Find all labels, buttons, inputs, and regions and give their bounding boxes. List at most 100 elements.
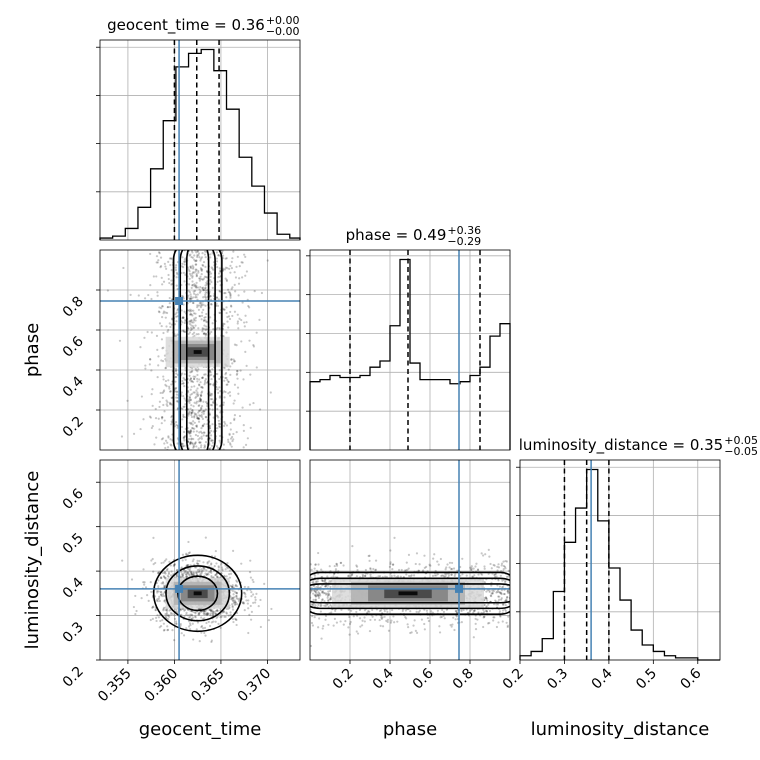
sample-point xyxy=(232,438,235,441)
x-tick-label: 0.355 xyxy=(95,666,135,706)
sample-point xyxy=(200,302,203,305)
sample-point xyxy=(199,409,202,412)
sample-point xyxy=(195,369,198,372)
sample-point xyxy=(209,609,213,612)
sample-point xyxy=(192,301,195,305)
sample-point xyxy=(191,622,194,625)
sample-point xyxy=(162,331,165,335)
sample-point xyxy=(149,581,152,584)
sample-point xyxy=(182,382,185,385)
sample-point xyxy=(507,575,510,578)
sample-point xyxy=(361,619,364,622)
sample-point xyxy=(494,599,497,602)
sample-point xyxy=(166,305,170,309)
sample-point xyxy=(165,311,169,315)
sample-point xyxy=(195,274,198,277)
sample-point xyxy=(199,446,203,449)
sample-point xyxy=(189,430,192,433)
sample-point xyxy=(190,437,193,440)
sample-point xyxy=(257,605,260,608)
sample-point xyxy=(229,613,232,616)
sample-point xyxy=(494,572,498,575)
sample-point xyxy=(456,569,459,572)
sample-point xyxy=(212,328,215,331)
sample-point xyxy=(188,270,191,273)
sample-point xyxy=(189,407,192,410)
sample-point xyxy=(202,410,206,413)
sample-point xyxy=(472,567,475,570)
sample-point xyxy=(191,560,194,563)
sample-point xyxy=(175,311,178,314)
sample-point xyxy=(199,398,203,401)
sample-point xyxy=(157,259,160,262)
sample-point xyxy=(195,628,198,631)
sample-point xyxy=(201,425,204,428)
sample-point xyxy=(212,401,215,405)
sample-point xyxy=(195,424,198,427)
sample-point xyxy=(204,293,207,296)
sample-point xyxy=(493,603,496,606)
sample-point xyxy=(500,589,503,592)
sample-point xyxy=(197,400,200,403)
sample-point xyxy=(215,302,218,305)
marginal-panel-geocent_time xyxy=(96,39,301,241)
sample-point xyxy=(310,590,313,593)
sample-point xyxy=(230,445,233,448)
sample-point xyxy=(225,279,228,283)
sample-point xyxy=(204,334,207,337)
sample-point xyxy=(201,311,204,314)
sample-point xyxy=(235,585,239,588)
sample-point xyxy=(175,396,178,399)
sample-point xyxy=(393,621,396,624)
sample-point xyxy=(170,279,173,282)
sample-point xyxy=(211,368,214,371)
sample-point xyxy=(319,586,322,589)
sample-point xyxy=(193,331,196,334)
sample-point xyxy=(452,567,456,570)
sample-point xyxy=(173,639,176,642)
sample-point xyxy=(455,611,458,614)
sample-point xyxy=(232,360,236,363)
sample-point xyxy=(158,311,161,314)
sample-point xyxy=(502,585,505,588)
sample-point xyxy=(198,384,201,387)
sample-point xyxy=(487,622,490,625)
sample-point xyxy=(200,624,204,628)
sample-point xyxy=(215,616,218,619)
sample-point xyxy=(384,575,387,578)
sample-point xyxy=(144,586,148,589)
sample-point xyxy=(249,373,252,376)
sample-point xyxy=(189,320,192,323)
sample-point xyxy=(208,383,212,386)
sample-point xyxy=(204,332,208,336)
sample-point xyxy=(324,614,328,618)
sample-point xyxy=(181,418,184,421)
sample-point xyxy=(192,445,196,448)
title-lower-error: −0.00 xyxy=(266,25,300,38)
sample-point xyxy=(156,598,159,601)
sample-point xyxy=(190,327,194,331)
sample-point xyxy=(327,599,330,603)
sample-point xyxy=(450,567,454,571)
sample-point xyxy=(227,288,230,291)
sample-point xyxy=(205,434,208,437)
sample-point xyxy=(190,297,193,300)
sample-point xyxy=(233,360,237,363)
sample-point xyxy=(185,564,188,567)
sample-point xyxy=(386,610,389,613)
sample-point xyxy=(506,589,509,593)
sample-point xyxy=(167,571,171,574)
sample-point xyxy=(462,608,465,612)
sample-point xyxy=(236,377,239,380)
sample-point xyxy=(347,608,350,611)
sample-point xyxy=(151,388,154,391)
sample-point xyxy=(203,422,206,426)
sample-point xyxy=(190,571,193,574)
sample-point xyxy=(202,424,205,427)
sample-point xyxy=(216,326,219,330)
sample-point xyxy=(196,417,199,420)
sample-point xyxy=(202,400,205,403)
sample-point xyxy=(159,265,163,268)
sample-point xyxy=(227,290,230,294)
sample-point xyxy=(327,590,330,593)
